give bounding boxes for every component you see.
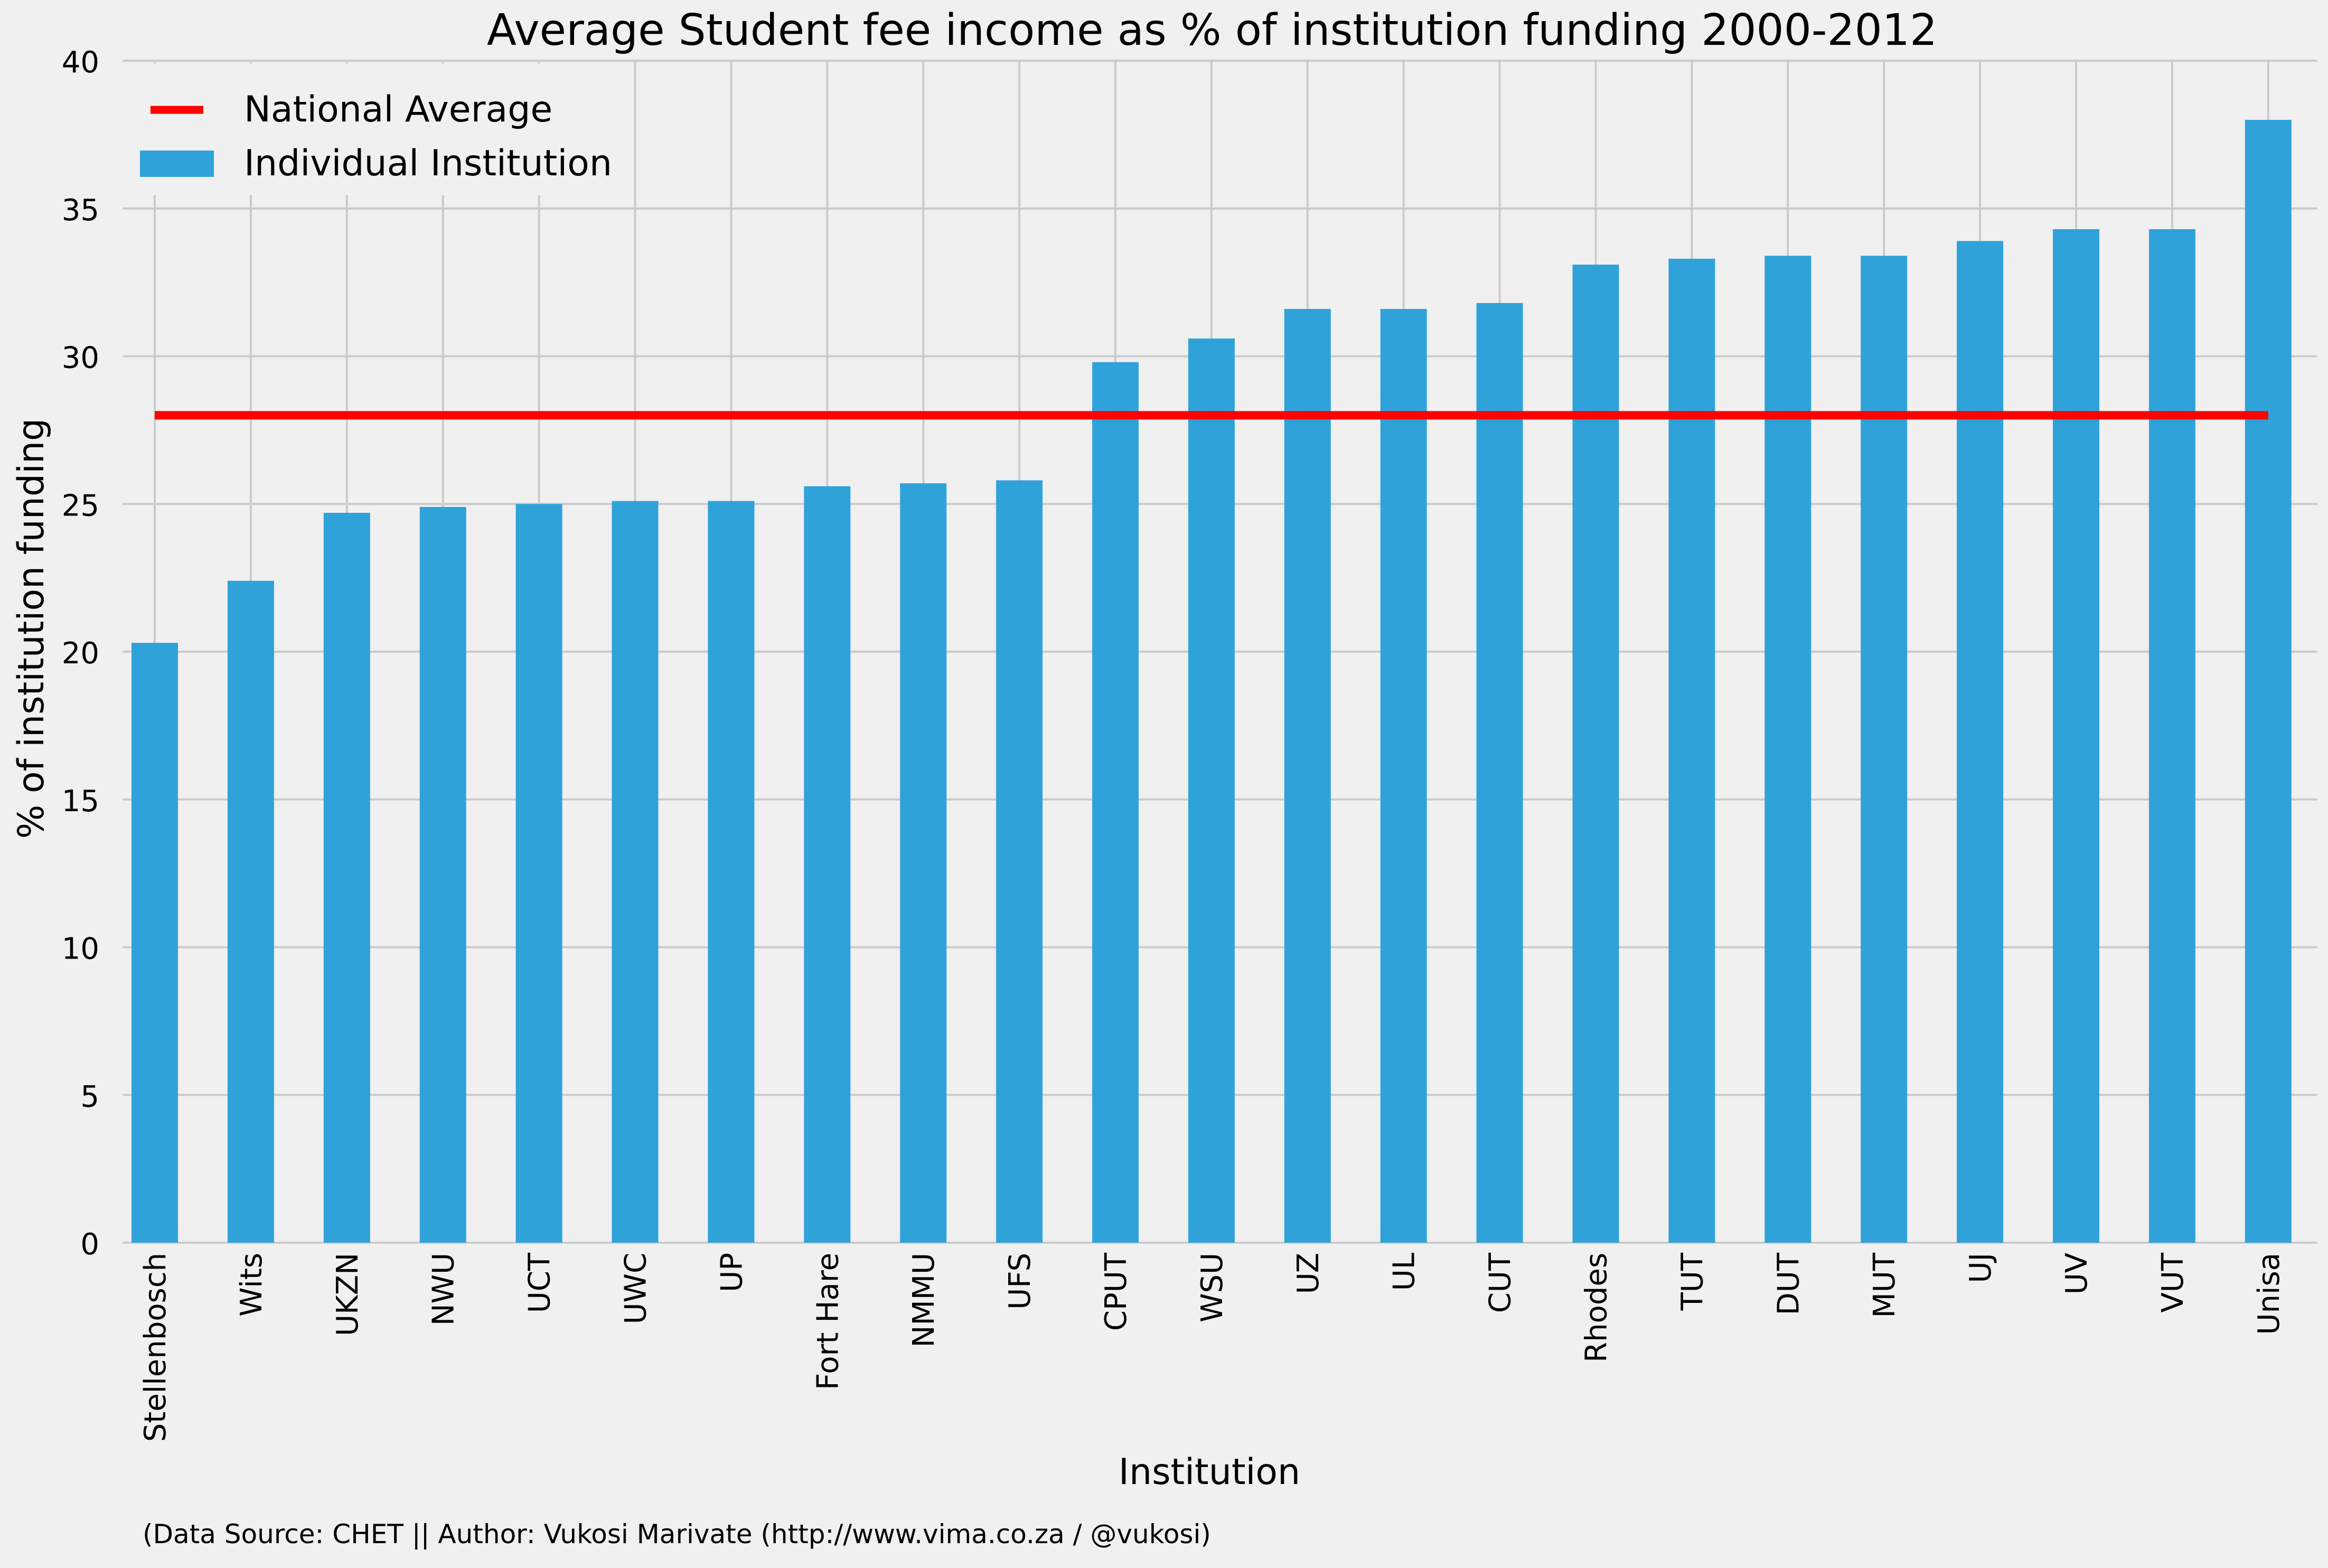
y-tick-label: 25 xyxy=(62,489,99,523)
y-tick-label: 40 xyxy=(62,45,99,80)
y-tick-label: 35 xyxy=(62,193,99,228)
x-tick-label: DUT xyxy=(1771,1252,1806,1315)
y-tick-label: 5 xyxy=(80,1079,99,1114)
x-tick-label: UWC xyxy=(619,1253,653,1324)
x-axis-label: Institution xyxy=(1119,1451,1300,1493)
x-tick-label: UKZN xyxy=(331,1253,365,1336)
x-tick-label: Fort Hare xyxy=(811,1253,845,1390)
bar-mut xyxy=(1861,256,1908,1243)
bar-wsu xyxy=(1188,338,1235,1243)
x-tick-label: UV xyxy=(2060,1253,2094,1294)
bar-vut xyxy=(2148,229,2195,1243)
x-tick-label: UCT xyxy=(523,1252,557,1313)
y-tick-label: 10 xyxy=(62,932,99,966)
x-axis-ticks: Stellenbosch Wits UKZN NWU UCT UWC UP Fort Hare… xyxy=(138,1252,2286,1442)
bar-series xyxy=(132,119,2292,1243)
bar-uwc xyxy=(612,501,659,1243)
bar-nmmu xyxy=(900,483,947,1243)
legend-bar-swatch xyxy=(140,151,214,177)
bar-up xyxy=(708,501,755,1243)
bar-cput xyxy=(1092,362,1139,1243)
x-tick-label: TUT xyxy=(1675,1252,1710,1311)
bar-ul xyxy=(1380,308,1427,1243)
legend: National Average Individual Institution xyxy=(124,63,634,195)
x-tick-label: CUT xyxy=(1484,1252,1518,1313)
y-tick-label: 30 xyxy=(62,341,99,375)
x-tick-label: Stellenbosch xyxy=(138,1253,173,1442)
x-tick-label: MUT xyxy=(1867,1252,1902,1318)
y-tick-label: 15 xyxy=(62,784,99,819)
bar-wits xyxy=(227,580,274,1243)
bar-ufs xyxy=(996,480,1043,1243)
bar-cut xyxy=(1476,303,1523,1243)
y-axis-ticks: 0 5 10 15 20 25 30 35 40 xyxy=(62,45,99,1262)
bar-uj xyxy=(1957,241,2004,1243)
x-tick-label: Wits xyxy=(234,1253,269,1317)
bar-tut xyxy=(1668,258,1715,1243)
x-tick-label: UFS xyxy=(1003,1253,1037,1310)
bar-nwu xyxy=(419,506,466,1243)
x-tick-label: NMMU xyxy=(907,1253,941,1348)
x-tick-label: WSU xyxy=(1195,1253,1229,1322)
x-tick-label: NWU xyxy=(427,1253,461,1326)
bar-ukzn xyxy=(323,513,370,1243)
x-tick-label: Rhodes xyxy=(1580,1253,1614,1363)
x-tick-label: VUT xyxy=(2156,1252,2190,1312)
bar-dut xyxy=(1764,256,1811,1243)
y-tick-label: 20 xyxy=(62,636,99,671)
bar-fort-hare xyxy=(804,486,851,1243)
bar-uz xyxy=(1284,308,1331,1243)
x-tick-label: Unisa xyxy=(2252,1253,2286,1335)
x-tick-label: UL xyxy=(1387,1253,1422,1291)
legend-label-individual-institution: Individual Institution xyxy=(244,143,612,184)
y-axis-label: % of institution funding xyxy=(11,418,52,839)
bar-uv xyxy=(2053,229,2099,1243)
bar-unisa xyxy=(2245,119,2292,1243)
footnote: (Data Source: CHET || Author: Vukosi Mar… xyxy=(143,1519,1211,1550)
legend-label-national-average: National Average xyxy=(244,89,552,130)
bar-uct xyxy=(515,504,562,1243)
x-tick-label: UP xyxy=(715,1253,749,1292)
bar-stellenbosch xyxy=(132,643,178,1243)
x-tick-label: CPUT xyxy=(1099,1252,1133,1331)
x-tick-label: UZ xyxy=(1291,1253,1326,1294)
y-tick-label: 0 xyxy=(80,1227,99,1262)
x-tick-label: UJ xyxy=(1964,1253,1998,1283)
bar-rhodes xyxy=(1572,265,1619,1243)
chart-title: Average Student fee income as % of insti… xyxy=(487,5,1937,55)
